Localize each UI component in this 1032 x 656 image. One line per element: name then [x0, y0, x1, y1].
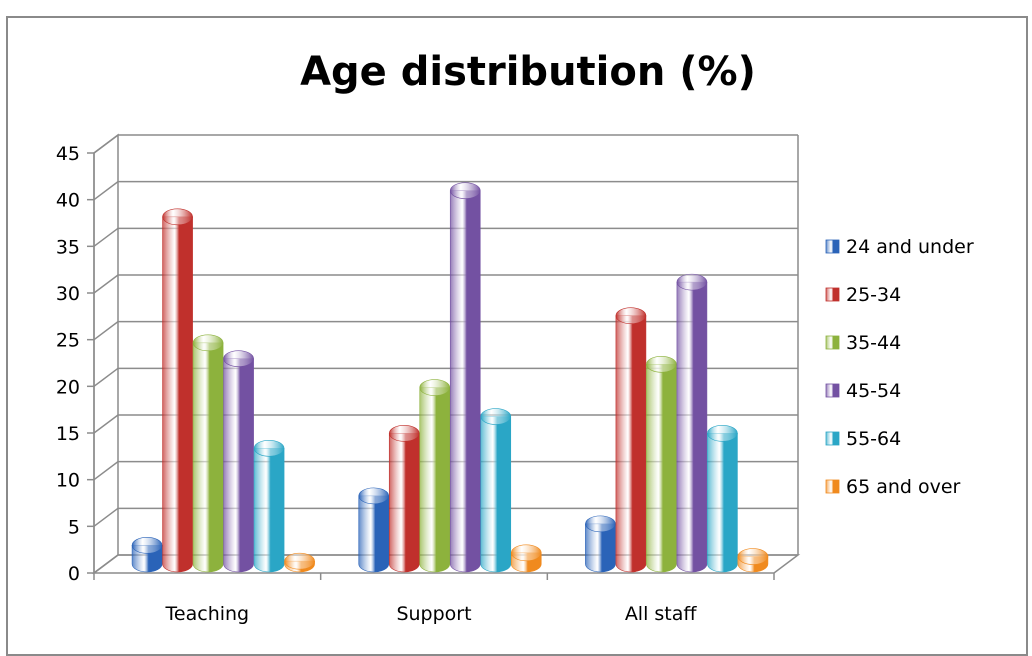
- bar: [253, 439, 285, 573]
- bar-top: [284, 552, 315, 570]
- legend-item: 25-34: [825, 284, 901, 306]
- bar-top: [615, 307, 647, 325]
- chart-title: Age distribution (%): [300, 49, 756, 95]
- gridline: [93, 367, 798, 387]
- gridline: [93, 180, 798, 201]
- bar-top: [707, 425, 738, 442]
- gridlines: [93, 134, 798, 574]
- legend-label: 35-44: [846, 332, 901, 354]
- bar: [284, 552, 315, 573]
- legend-item: 55-64: [825, 428, 901, 450]
- bar: [449, 182, 481, 573]
- gridline: [93, 507, 798, 527]
- bar: [615, 307, 647, 573]
- gridline: [93, 320, 798, 341]
- bar-top: [419, 379, 451, 396]
- y-tick-label: 5: [68, 516, 80, 538]
- y-tick-label: 30: [56, 283, 80, 305]
- bar-body: [585, 523, 616, 573]
- legend-swatch: [825, 431, 840, 446]
- bar: [676, 273, 708, 573]
- gridline: [93, 134, 798, 154]
- bar-top: [737, 548, 769, 565]
- bar-top: [162, 208, 193, 226]
- bar-top: [449, 182, 481, 199]
- bar-body: [646, 363, 677, 573]
- x-tick-label: Teaching: [165, 603, 250, 625]
- x-tick-label: Support: [396, 603, 471, 625]
- bar: [223, 350, 254, 573]
- bar: [646, 355, 677, 573]
- bars: [131, 182, 769, 573]
- x-axis: Teaching Support All staff: [93, 573, 775, 625]
- legend-swatch: [825, 239, 840, 254]
- y-axis: 0 5 10 15 20 25 30 35 40 45: [56, 143, 95, 585]
- bar-top: [388, 425, 420, 442]
- x-tick-label: All staff: [625, 603, 698, 625]
- bar-top: [480, 408, 512, 425]
- y-tick-label: 25: [56, 330, 80, 352]
- y-tick-label: 15: [56, 423, 80, 445]
- bar-body: [449, 190, 481, 573]
- y-tick-label: 20: [56, 376, 80, 398]
- bar-top: [131, 537, 163, 554]
- bar-top: [510, 544, 542, 562]
- legend-label: 45-54: [846, 380, 901, 402]
- bar: [480, 408, 512, 573]
- bar: [737, 548, 769, 573]
- legend-item: 24 and under: [825, 236, 974, 258]
- legend-swatch: [825, 383, 840, 398]
- gridline: [93, 414, 798, 434]
- bar-body: [192, 342, 224, 573]
- legend-item: 45-54: [825, 380, 901, 402]
- legend-swatch: [825, 335, 840, 350]
- bar-top: [646, 355, 677, 373]
- y-tick-label: 0: [68, 563, 80, 585]
- bar: [585, 515, 616, 573]
- legend-label: 65 and over: [846, 476, 961, 498]
- bar-top: [223, 350, 254, 367]
- bar: [419, 379, 451, 573]
- bar-chart: Age distribution (%) 051015202530354045 …: [56, 49, 974, 625]
- bar: [510, 544, 542, 573]
- legend-item: 35-44: [825, 332, 901, 354]
- bar-body: [707, 433, 738, 573]
- bar-body: [223, 358, 254, 573]
- side-wall: [93, 133, 119, 575]
- gridline: [93, 274, 798, 294]
- bar-top: [253, 439, 285, 457]
- bar-body: [388, 433, 420, 573]
- bar-body: [358, 495, 390, 573]
- bar-top: [585, 515, 616, 533]
- gridline: [93, 554, 798, 574]
- gridline: [93, 227, 798, 247]
- legend-item: 65 and over: [825, 476, 961, 498]
- bar: [388, 425, 420, 573]
- y-tick-label: 45: [56, 143, 80, 165]
- legend-label: 24 and under: [846, 236, 974, 258]
- bar: [192, 334, 224, 573]
- y-tick-label: 35: [56, 236, 80, 258]
- legend-swatch: [825, 479, 840, 494]
- bar-body: [480, 416, 512, 573]
- bar-body: [162, 216, 193, 573]
- bar-top: [358, 487, 390, 505]
- bar-body: [615, 315, 647, 573]
- legend-swatch: [825, 287, 840, 302]
- bar-top: [676, 273, 708, 291]
- bar: [358, 487, 390, 573]
- bar: [707, 425, 738, 573]
- y-tick-label: 10: [56, 470, 80, 492]
- bar-top: [192, 334, 224, 352]
- gridline: [93, 460, 798, 481]
- legend-label: 25-34: [846, 284, 901, 306]
- bar-body: [419, 387, 451, 573]
- y-tick-label: 40: [56, 190, 80, 212]
- bar: [162, 208, 193, 573]
- bar: [131, 537, 163, 573]
- bar-body: [676, 281, 708, 573]
- bar-body: [253, 447, 285, 573]
- legend-label: 55-64: [846, 428, 901, 450]
- legend: 24 and under 25-34 35-44 45-54 55-64 65 and o…: [825, 236, 974, 498]
